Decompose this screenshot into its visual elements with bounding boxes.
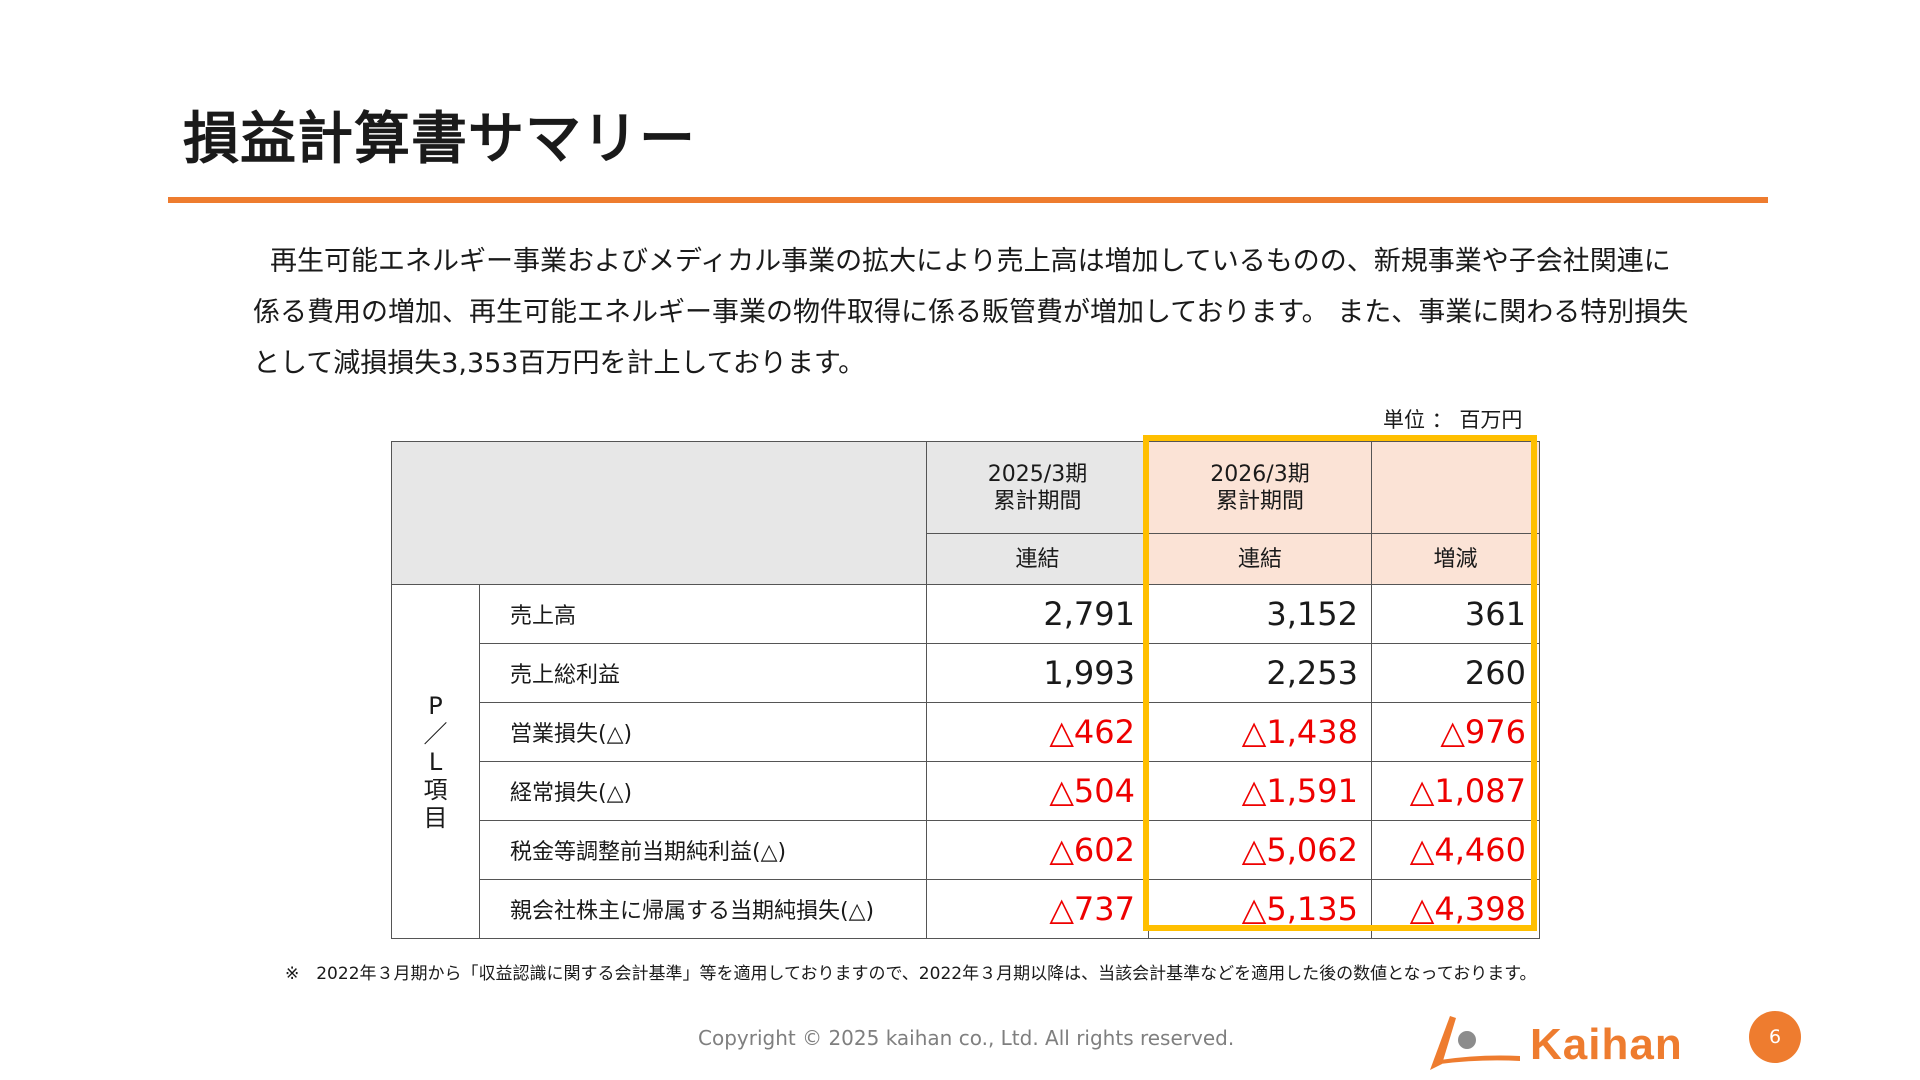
value-2025: 1,993 <box>926 643 1149 703</box>
header-2025-period: 2025/3期 <box>987 461 1088 487</box>
table-row: 営業損失(△) △462 △1,438 △976 <box>392 702 1540 762</box>
value-2026: 2,253 <box>1148 643 1372 703</box>
value-diff: △4,398 <box>1371 879 1540 939</box>
table-row: 売上総利益 1,993 2,253 260 <box>392 643 1540 703</box>
value-diff: 260 <box>1371 643 1540 703</box>
value-2026: △1,591 <box>1148 761 1372 821</box>
side-label-char: 目 <box>423 803 448 832</box>
row-item-net-loss-parent: 親会社株主に帰属する当期純損失(△) <box>479 879 927 939</box>
row-item-ordinary-loss: 経常損失(△) <box>479 761 927 821</box>
value-diff: 361 <box>1371 584 1540 644</box>
side-label-char: P <box>428 691 443 720</box>
intro-line-2: 係る費用の増加、再生可能エネルギー事業の物件取得に係る販管費が増加しております。… <box>253 297 1689 328</box>
unit-label: 単位 ： 百万円 <box>1383 408 1523 432</box>
side-label-char: L <box>428 747 443 776</box>
pl-summary-table: 2025/3期 累計期間 2026/3期 累計期間 連結 連結 増減 P ／ L… <box>391 441 1540 939</box>
table-row: P ／ L 項 目 売上高 2,791 3,152 361 <box>391 584 1540 939</box>
table-row: 経常損失(△) △504 △1,591 △1,087 <box>392 761 1540 821</box>
side-label-char: 項 <box>423 775 448 804</box>
value-diff: △4,460 <box>1371 820 1540 880</box>
value-2026: △5,135 <box>1148 879 1372 939</box>
value-2026: △1,438 <box>1148 702 1372 762</box>
subheader-2025-consolidated: 連結 <box>926 533 1149 585</box>
table-row: 税金等調整前当期純利益(△) △602 △5,062 △4,460 <box>392 820 1540 880</box>
page-number-badge: 6 <box>1749 1011 1801 1063</box>
side-label-char: ／ <box>423 719 448 748</box>
value-2025: △737 <box>926 879 1149 939</box>
value-2026: 3,152 <box>1148 584 1372 644</box>
row-item-net-sales: 売上高 <box>479 584 927 644</box>
accounting-standard-note: ※ 2022年３月期から「収益認識に関する会計基準」等を適用しておりますので、2… <box>285 964 1537 984</box>
table-row: 親会社株主に帰属する当期純損失(△) △737 △5,135 △4,398 <box>392 879 1540 939</box>
row-item-operating-loss: 営業損失(△) <box>479 702 927 762</box>
intro-line-3: として減損損失3,353百万円を計上しております。 <box>253 348 866 379</box>
pl-items-side-label: P ／ L 項 目 <box>391 584 480 939</box>
copyright-footer: Copyright © 2025 kaihan co., Ltd. All ri… <box>698 1026 1235 1050</box>
title-underline <box>168 197 1768 203</box>
subheader-2026-consolidated: 連結 <box>1148 533 1372 585</box>
header-2026: 2026/3期 累計期間 <box>1148 441 1372 534</box>
kaihan-logo-mark <box>1430 1016 1520 1070</box>
header-blank-cell <box>391 441 927 585</box>
kaihan-logo-text: Kaihan <box>1530 1020 1683 1069</box>
value-diff: △976 <box>1371 702 1540 762</box>
header-2025: 2025/3期 累計期間 <box>926 441 1149 534</box>
intro-paragraph: 再生可能エネルギー事業およびメディカル事業の拡大により売上高は増加しているものの… <box>253 236 1753 389</box>
value-diff: △1,087 <box>1371 761 1540 821</box>
subheader-diff: 増減 <box>1371 533 1540 585</box>
value-2025: 2,791 <box>926 584 1149 644</box>
header-diff-blank <box>1371 441 1540 534</box>
value-2025: △504 <box>926 761 1149 821</box>
header-2026-cumulative: 累計期間 <box>1215 488 1304 514</box>
header-2025-cumulative: 累計期間 <box>993 488 1082 514</box>
value-2026: △5,062 <box>1148 820 1372 880</box>
header-2026-period: 2026/3期 <box>1210 461 1310 487</box>
value-2025: △462 <box>926 702 1149 762</box>
row-item-pretax-income: 税金等調整前当期純利益(△) <box>479 820 927 880</box>
page-title: 損益計算書サマリー <box>183 107 696 172</box>
row-item-gross-profit: 売上総利益 <box>479 643 927 703</box>
value-2025: △602 <box>926 820 1149 880</box>
intro-line-1: 再生可能エネルギー事業およびメディカル事業の拡大により売上高は増加しているものの… <box>270 246 1671 277</box>
